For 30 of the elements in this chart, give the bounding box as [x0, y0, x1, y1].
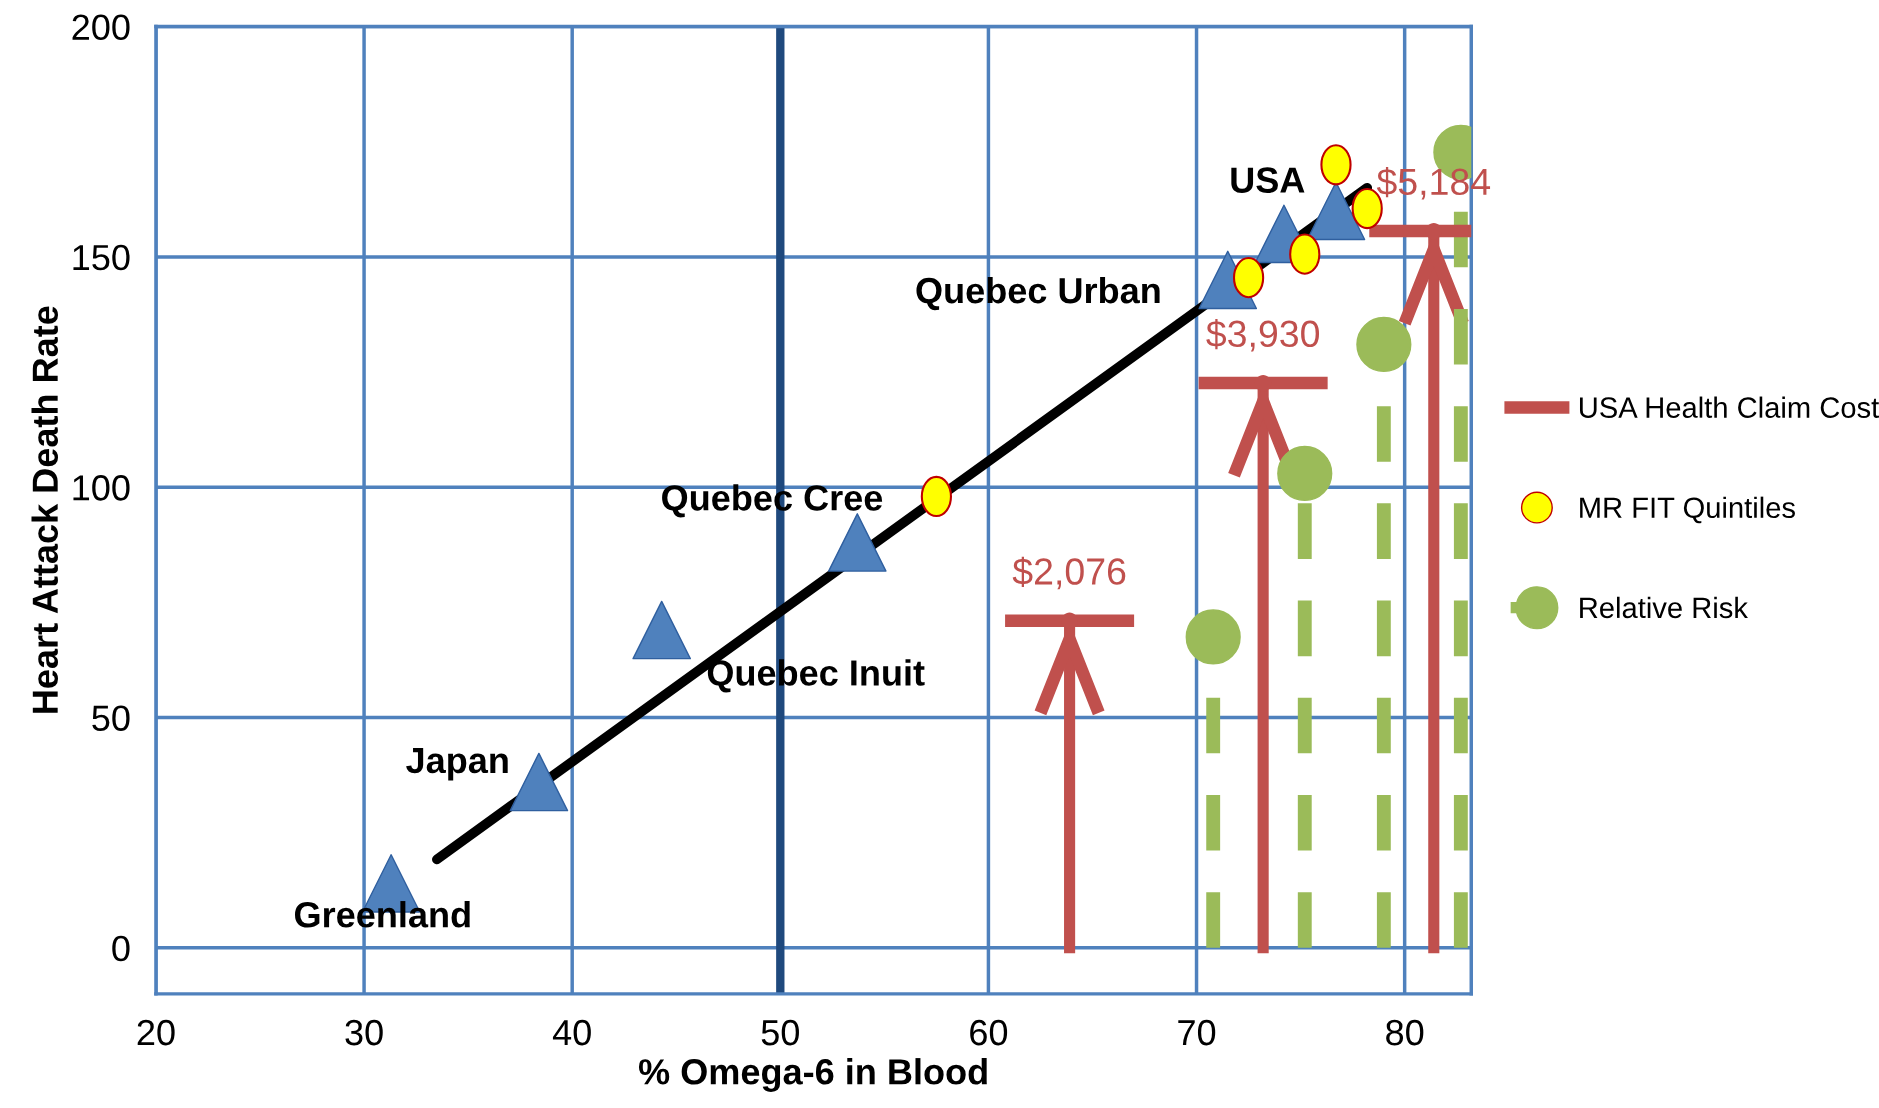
point [632, 600, 692, 660]
annotation: $3,930 [1206, 318, 1320, 352]
x-axis-title: % Omega-6 in Blood [638, 1058, 987, 1092]
point [1320, 144, 1352, 186]
x-tick-label: 80 [1386, 1019, 1424, 1046]
point [509, 752, 569, 812]
legend-label: MR FIT Quintiles [1580, 496, 1795, 524]
x-tick-label: 20 [137, 1019, 175, 1046]
point [1356, 316, 1412, 373]
y-tick-label: 100 [73, 475, 130, 501]
point [920, 475, 952, 518]
x-tick-label: 50 [761, 1019, 799, 1046]
point [1289, 233, 1321, 275]
y-tick-label: 150 [73, 244, 130, 271]
legend-label: USA Health Claim Cost [1579, 396, 1879, 418]
y-tick-label: 0 [112, 935, 130, 962]
point [1185, 609, 1241, 665]
y-axis-title: Heart Attack Death Rate [31, 306, 59, 713]
x-tick-label: 30 [345, 1019, 383, 1046]
point [1277, 445, 1333, 501]
x-tick-label: 40 [552, 1019, 591, 1046]
y-tick-label: 200 [72, 14, 130, 41]
annotation: $2,076 [1012, 556, 1126, 590]
annotation: Japan [406, 748, 508, 781]
x-tick-label: 70 [1178, 1019, 1216, 1046]
x-tick-label: 60 [970, 1019, 1008, 1046]
legend-label: Relative Risk [1580, 596, 1748, 619]
point [827, 513, 887, 572]
annotation: USA [1231, 167, 1305, 193]
y-tick-label: 50 [92, 705, 130, 731]
